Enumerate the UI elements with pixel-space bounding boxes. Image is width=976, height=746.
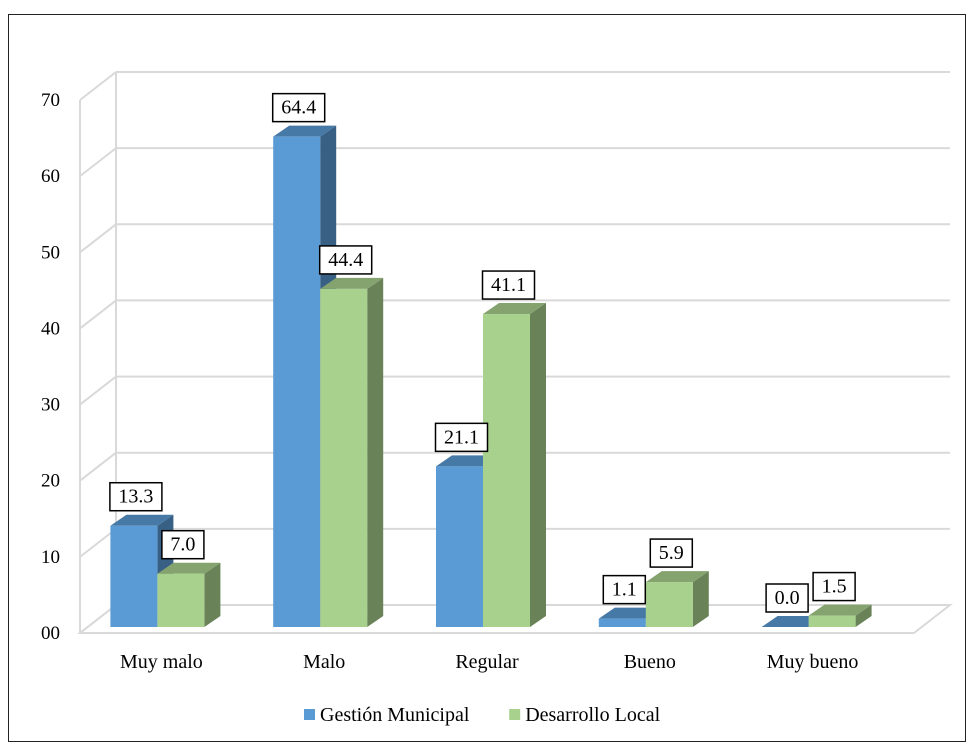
- data-label-text: 41.1: [491, 274, 526, 296]
- bar-front: [598, 618, 646, 627]
- data-label-text: 0.0: [775, 587, 800, 609]
- gridline-side: [79, 223, 117, 254]
- bar-front: [110, 525, 158, 627]
- data-label-box: [161, 529, 205, 560]
- legend-item: Gestión Municipal: [304, 704, 470, 726]
- data-label: 0.0: [765, 583, 809, 613]
- data-label: 44.4: [318, 245, 373, 275]
- data-label: 13.3: [109, 481, 163, 512]
- bar-front: [320, 288, 368, 627]
- bar-top: [645, 571, 709, 583]
- legend-swatch: [509, 709, 521, 720]
- gridline-side: [79, 451, 117, 482]
- y-tick-label: 40: [41, 318, 60, 339]
- y-tick-label: 30: [41, 395, 60, 416]
- category-label: Malo: [303, 651, 345, 673]
- data-label: 7.0: [161, 529, 205, 560]
- category-label: Muy malo: [120, 651, 203, 673]
- bar-top: [808, 604, 872, 616]
- gridline-side: [79, 147, 117, 177]
- data-label-text: 5.9: [659, 542, 684, 564]
- bar-side: [204, 562, 221, 627]
- data-label: 1.1: [602, 574, 647, 605]
- data-label: 21.1: [434, 422, 489, 453]
- bar-top: [110, 514, 174, 526]
- data-label: 5.9: [649, 538, 694, 568]
- y-tick-label: 60: [41, 166, 60, 187]
- data-label-box: [109, 481, 163, 512]
- data-label-text: 1.1: [612, 579, 637, 601]
- bar-front: [645, 582, 693, 627]
- gridline-side: [79, 299, 117, 330]
- bar-top: [157, 562, 221, 574]
- bar-side: [530, 303, 546, 627]
- gridline-side: [79, 71, 117, 101]
- data-label-box: [271, 92, 326, 123]
- legend-item: Desarrollo Local: [509, 704, 661, 726]
- bar-front: [157, 573, 205, 627]
- bar: [483, 303, 546, 627]
- legend-label: Desarrollo Local: [525, 704, 660, 726]
- bar-front: [483, 314, 530, 627]
- gridline-side: [79, 528, 117, 558]
- category-label: Bueno: [624, 651, 676, 673]
- bar-side: [692, 571, 709, 627]
- data-label-text: 64.4: [281, 97, 316, 119]
- data-label-text: 21.1: [444, 426, 479, 448]
- data-label-box: [318, 245, 373, 275]
- data-label: 64.4: [271, 92, 326, 123]
- bar-side: [367, 277, 384, 627]
- data-label-box: [602, 574, 647, 605]
- data-label-text: 1.5: [822, 576, 847, 598]
- floor: [77, 604, 953, 634]
- category-label: Muy bueno: [767, 651, 859, 673]
- bar-front: [808, 615, 856, 627]
- data-label-text: 7.0: [170, 534, 195, 556]
- data-label-box: [812, 571, 856, 602]
- bar-top: [320, 277, 384, 289]
- data-label-text: 44.4: [328, 249, 363, 271]
- legend-swatch: [304, 709, 315, 720]
- y-tick-label: 00: [41, 623, 60, 644]
- bar-front: [273, 136, 321, 627]
- data-label-box: [765, 583, 809, 613]
- data-label: 41.1: [481, 270, 536, 300]
- bar-side: [855, 604, 872, 627]
- bar: [157, 562, 221, 627]
- bar-top: [483, 303, 546, 315]
- bar-top: [273, 125, 337, 137]
- data-label-box: [481, 270, 536, 300]
- y-tick-label: 20: [41, 471, 60, 492]
- data-label-text: 13.3: [118, 486, 153, 508]
- bar-front: [436, 466, 483, 627]
- bar: [808, 604, 872, 627]
- data-label: 1.5: [812, 571, 856, 602]
- data-label-box: [434, 422, 489, 453]
- bar: [320, 277, 384, 627]
- y-tick-label: 70: [41, 90, 60, 111]
- legend-label: Gestión Municipal: [320, 704, 470, 726]
- category-label: Regular: [455, 651, 519, 673]
- gridline-side: [79, 375, 117, 406]
- bar: [645, 571, 709, 627]
- y-tick-label: 50: [41, 242, 60, 263]
- y-tick-label: 10: [41, 547, 60, 568]
- data-label-box: [649, 538, 694, 568]
